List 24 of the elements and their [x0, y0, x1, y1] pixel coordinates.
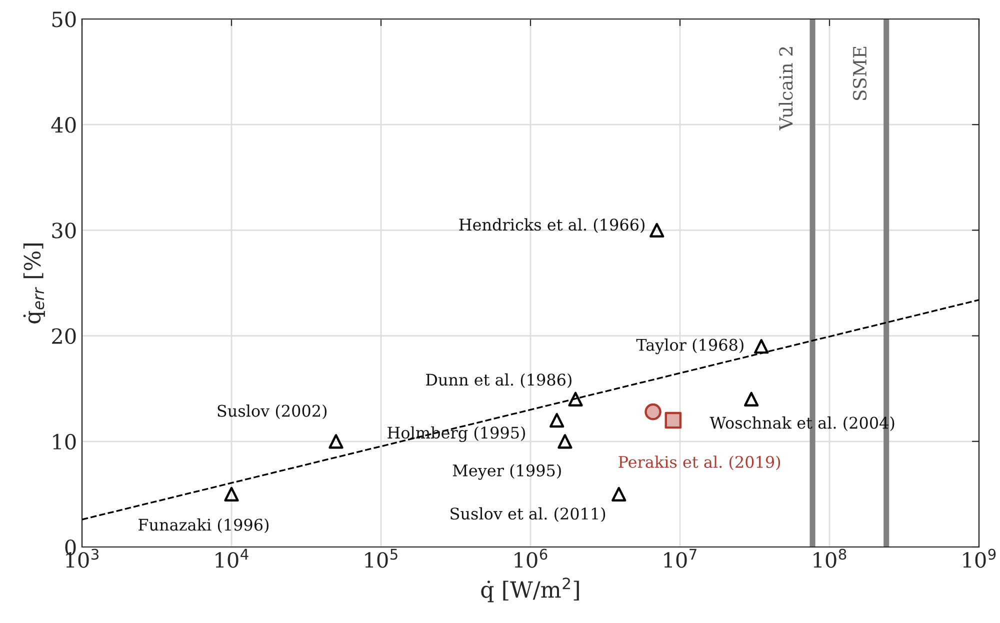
text: Funazaki (1996) [138, 518, 269, 534]
series-label: Hendricks et al. (1966) [459, 218, 644, 233]
y-tick-label: 10 [53, 434, 76, 450]
x-tick-label: 10$^{8}$ [814, 548, 846, 568]
series-label: Meyer (1995) [452, 464, 561, 480]
x-tick-label: 10$^{6}$ [514, 548, 548, 568]
series-label: Dunn et al. (1986) [426, 373, 572, 388]
x-tick-label: 10$^{9}$ [963, 548, 996, 568]
x-tick-label: 10$^{5}$ [365, 548, 398, 568]
x-tick-label: 10$^{7}$ [664, 548, 696, 568]
y-axis-title: q̇$_{err}$ [%] [23, 244, 45, 324]
series-label: Suslov et al. (2011) [450, 507, 606, 522]
y-tick-label: 40 [51, 117, 76, 133]
y-tick-label: 30 [52, 222, 76, 238]
ref-line-label: Vulcain 2 [778, 47, 793, 130]
y-tick-label: 50 [52, 11, 76, 28]
x-tick-label: 10$^{4}$ [216, 548, 248, 568]
text: Woschnak et al. (2004) [710, 416, 894, 432]
ref-line-label: SSME [852, 46, 867, 100]
x-axis-title: q̇ [W/m$^{2}$] [481, 578, 579, 602]
series-label: Suslov (2002) [218, 404, 327, 420]
series-label: Taylor (1968) [636, 338, 744, 354]
y-tick-label: 20 [52, 328, 76, 344]
text: Perakis et al. (2019) [618, 456, 780, 470]
